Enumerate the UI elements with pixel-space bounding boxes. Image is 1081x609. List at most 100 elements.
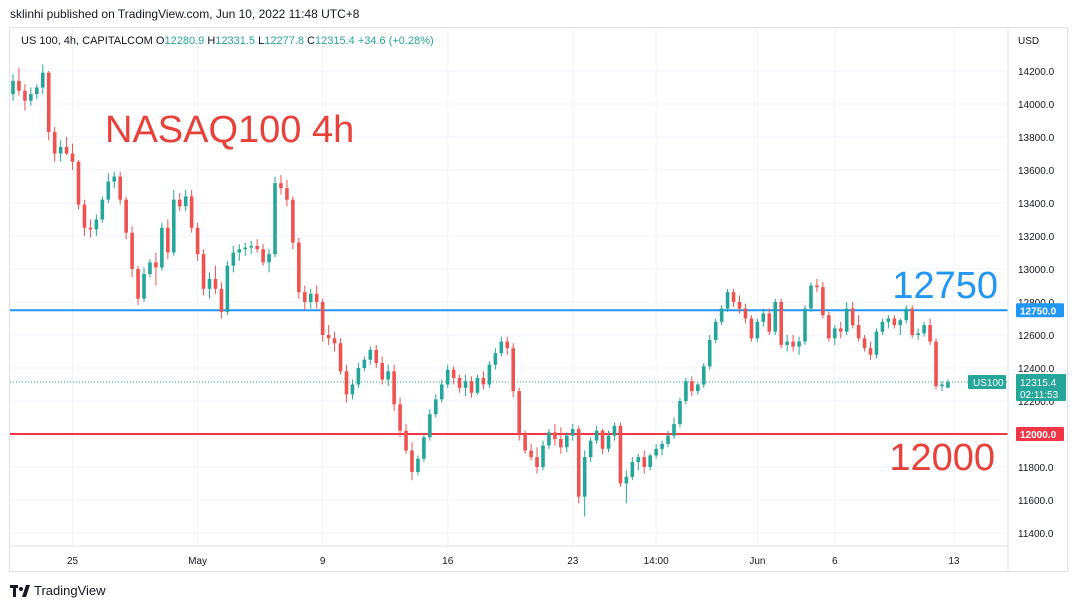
- low-value: 12277.8: [264, 35, 304, 47]
- candle: [946, 379, 950, 389]
- candle: [791, 335, 795, 352]
- last-price-countdown: 02:11:53: [1020, 390, 1059, 401]
- candle: [398, 397, 402, 438]
- candle: [302, 285, 307, 311]
- time-axis[interactable]: 25 May 9 16 23 14:00 Jun 6 13: [10, 545, 1008, 567]
- candle: [487, 361, 492, 388]
- candle: [535, 447, 539, 474]
- candle: [112, 171, 117, 189]
- candle-body: [821, 287, 825, 316]
- price-axis[interactable]: USD 11400.0 11600.0 11800.0 12000.0 12200.0 12…: [968, 28, 1066, 572]
- candle-body: [678, 401, 682, 425]
- candle-body: [511, 348, 516, 392]
- price-tick-label: 14200.0: [1018, 67, 1055, 78]
- candle: [570, 424, 575, 441]
- candle: [701, 363, 706, 388]
- price-tick-label: 14000.0: [1018, 100, 1055, 111]
- candle-body: [523, 434, 527, 451]
- price-tick-label: 13000.0: [1018, 265, 1055, 276]
- candle-body: [475, 377, 480, 393]
- candle-body: [868, 348, 873, 355]
- candle: [654, 443, 658, 459]
- candle: [195, 222, 200, 261]
- candle-body: [701, 366, 706, 385]
- candle-body: [809, 285, 813, 309]
- symbol-name[interactable]: US 100, 4h, CAPITALCOM: [21, 35, 153, 47]
- candle: [219, 282, 224, 319]
- candle-body: [838, 328, 843, 332]
- time-tick-label: 14:00: [644, 556, 669, 567]
- candle: [499, 336, 504, 357]
- candle-body: [195, 227, 200, 255]
- candle: [862, 335, 867, 352]
- candle: [291, 196, 295, 250]
- chart-frame: [9, 27, 1068, 572]
- candle: [648, 453, 652, 471]
- price-tick-label: 11400.0: [1018, 529, 1054, 540]
- candle-body: [451, 369, 456, 378]
- candle-body: [183, 196, 188, 207]
- last-price-value: 12315.4: [1020, 378, 1057, 389]
- candle-body: [892, 318, 897, 326]
- candle: [23, 84, 27, 111]
- candle-body: [17, 80, 21, 91]
- candle: [725, 288, 730, 312]
- candle-body: [29, 94, 33, 101]
- candle-body: [642, 457, 647, 467]
- candle-body: [630, 462, 635, 477]
- tradingview-logo[interactable]: TradingView: [10, 583, 106, 598]
- last-price-badge: [1016, 373, 1066, 401]
- candle-body: [916, 333, 920, 335]
- candle-body: [46, 72, 51, 133]
- candle: [160, 222, 164, 271]
- candle-body: [707, 339, 712, 367]
- candle-body: [946, 381, 950, 388]
- candle-body: [803, 308, 807, 342]
- candle: [368, 346, 373, 365]
- candle: [916, 328, 920, 340]
- candle-body: [148, 262, 152, 274]
- candle: [838, 321, 843, 339]
- price-tick-label: 13200.0: [1018, 232, 1055, 243]
- candle: [76, 160, 81, 210]
- candle-body: [684, 381, 688, 401]
- candle-body: [850, 308, 855, 326]
- candle: [803, 305, 807, 345]
- candle: [809, 282, 813, 312]
- horizontal-levels: [10, 309, 1008, 435]
- candle: [457, 374, 462, 393]
- candle-body: [713, 321, 718, 340]
- candle-body: [457, 377, 462, 388]
- candle: [481, 371, 486, 390]
- candle-body: [493, 353, 498, 365]
- candle: [261, 244, 265, 266]
- price-tick-label: 12200.0: [1018, 397, 1055, 408]
- time-tick-label: 25: [67, 556, 79, 567]
- grid-lines: [10, 28, 1008, 546]
- candle-body: [612, 425, 617, 436]
- candle-body: [171, 199, 176, 253]
- candle: [892, 315, 897, 329]
- candle: [463, 374, 468, 397]
- candle: [541, 440, 545, 471]
- candle-body: [35, 87, 39, 95]
- time-tick-label: 13: [948, 556, 960, 567]
- candle: [40, 64, 45, 95]
- candle: [874, 328, 879, 359]
- candle: [422, 434, 426, 463]
- candle: [100, 196, 105, 223]
- candle-body: [880, 321, 885, 332]
- candle: [58, 140, 63, 162]
- annotation-text: NASAQ100 4h: [105, 109, 354, 151]
- candle: [910, 305, 915, 339]
- candle-body: [416, 458, 420, 472]
- candle-body: [344, 371, 349, 395]
- candle: [922, 321, 926, 337]
- price-tick-label: 12400.0: [1018, 364, 1055, 375]
- candle-body: [23, 90, 27, 101]
- candle-body: [380, 363, 385, 380]
- last-price-symbol-badge: [968, 374, 1006, 389]
- candle: [797, 336, 801, 355]
- price-tick-label: 11800.0: [1018, 463, 1054, 474]
